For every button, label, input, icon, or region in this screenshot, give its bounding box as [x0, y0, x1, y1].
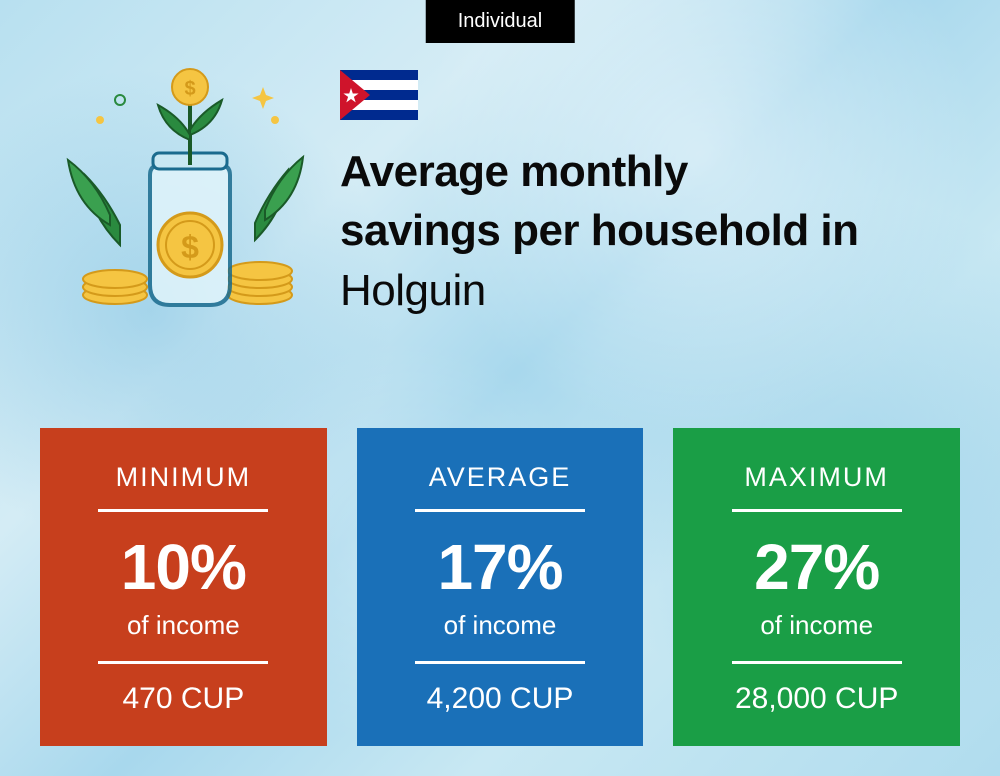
divider	[732, 661, 902, 664]
title-block: Average monthly savings per household in…	[340, 65, 960, 320]
card-subtext: of income	[127, 610, 240, 641]
card-amount: 4,200 CUP	[427, 682, 574, 716]
card-label: AVERAGE	[429, 462, 572, 493]
category-badge: Individual	[426, 0, 575, 43]
card-percent: 27%	[754, 530, 879, 604]
svg-text:$: $	[181, 229, 199, 265]
card-amount: 28,000 CUP	[735, 682, 898, 716]
card-subtext: of income	[444, 610, 557, 641]
divider	[98, 509, 268, 512]
card-subtext: of income	[760, 610, 873, 641]
divider	[415, 509, 585, 512]
card-percent: 17%	[437, 530, 562, 604]
card-label: MINIMUM	[116, 462, 251, 493]
card-amount: 470 CUP	[122, 682, 244, 716]
svg-text:$: $	[184, 78, 195, 100]
savings-illustration: $ $	[60, 65, 310, 325]
header: $ $	[60, 65, 960, 325]
card-maximum: MAXIMUM 27% of income 28,000 CUP	[673, 428, 960, 746]
jar-icon: $	[150, 153, 230, 305]
divider	[98, 661, 268, 664]
stat-cards: MINIMUM 10% of income 470 CUP AVERAGE 17…	[40, 428, 960, 746]
card-percent: 10%	[121, 530, 246, 604]
card-label: MAXIMUM	[744, 462, 889, 493]
card-minimum: MINIMUM 10% of income 470 CUP	[40, 428, 327, 746]
title-line-1: Average monthly	[340, 147, 688, 196]
title-line-2: savings per household in	[340, 206, 859, 255]
plant-icon: $	[158, 69, 222, 165]
card-average: AVERAGE 17% of income 4,200 CUP	[357, 428, 644, 746]
divider	[415, 661, 585, 664]
page-title: Average monthly savings per household in…	[340, 142, 960, 320]
divider	[732, 509, 902, 512]
cuba-flag-icon	[340, 70, 418, 120]
title-location: Holguin	[340, 266, 486, 315]
